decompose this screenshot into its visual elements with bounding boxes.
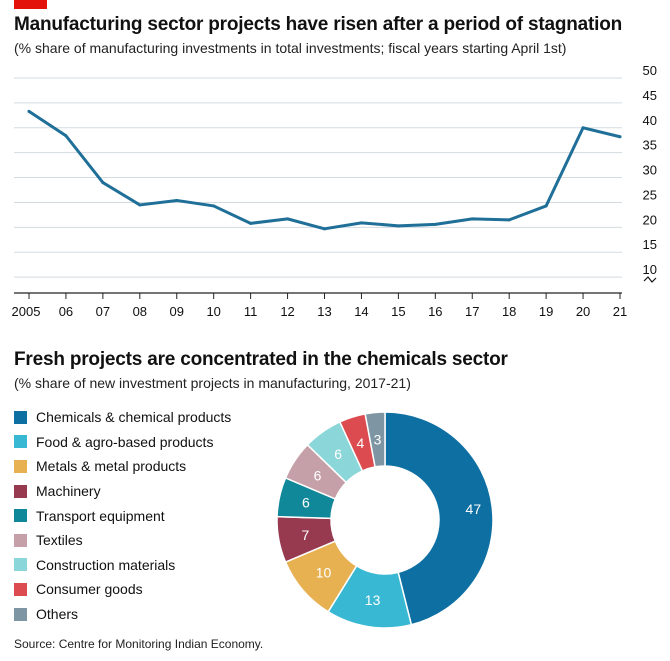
- x-tick-label: 17: [465, 304, 479, 319]
- legend-item: Chemicals & chemical products: [14, 405, 231, 430]
- x-tick-label: 15: [391, 304, 405, 319]
- x-tick-label: 13: [317, 304, 331, 319]
- legend-label: Food & agro-based products: [36, 433, 214, 450]
- donut-chart-subtitle: (% share of new investment projects in m…: [14, 375, 411, 391]
- data-point: [138, 203, 142, 207]
- x-tick-label: 06: [59, 304, 73, 319]
- legend-item: Textiles: [14, 528, 231, 553]
- data-point: [286, 217, 290, 221]
- data-point: [27, 109, 31, 113]
- y-tick-label: 15: [643, 237, 657, 252]
- legend-label: Others: [36, 606, 79, 623]
- line-chart-subtitle: (% share of manufacturing investments in…: [14, 40, 567, 56]
- x-tick-label: 12: [280, 304, 294, 319]
- legend-item: Construction materials: [14, 553, 231, 578]
- x-tick-label: 07: [96, 304, 110, 319]
- legend-swatch: [14, 582, 27, 596]
- x-tick-label: 11: [244, 304, 258, 319]
- data-point: [212, 204, 216, 208]
- y-tick-label: 45: [643, 88, 657, 103]
- y-tick-label: 40: [643, 113, 657, 128]
- x-tick-label: 21: [613, 304, 627, 319]
- x-tick-label: 08: [133, 304, 147, 319]
- legend-swatch: [14, 459, 27, 473]
- legend-item: Transport equipment: [14, 503, 231, 528]
- x-tick-label: 16: [428, 304, 442, 319]
- slice-value-label: 13: [365, 592, 381, 608]
- legend-swatch: [14, 509, 27, 523]
- data-point: [64, 134, 68, 138]
- legend-item: Food & agro-based products: [14, 430, 231, 455]
- x-tick-label: 14: [354, 304, 368, 319]
- slice-value-label: 3: [374, 431, 382, 447]
- data-point: [618, 135, 622, 139]
- legend-swatch: [14, 533, 27, 547]
- legend-label: Metals & metal products: [36, 458, 187, 475]
- data-point: [396, 224, 400, 228]
- slice-value-label: 47: [466, 501, 482, 517]
- y-tick-label: 35: [643, 138, 657, 153]
- legend-swatch: [14, 435, 27, 449]
- donut-slice: [384, 411, 494, 626]
- legend-item: Others: [14, 602, 231, 627]
- donut-slice: [364, 411, 386, 468]
- legend-swatch: [14, 607, 27, 621]
- legend-swatch: [14, 410, 27, 424]
- data-point: [359, 221, 363, 225]
- slice-value-label: 7: [301, 527, 309, 543]
- donut-chart-title: Fresh projects are concentrated in the c…: [14, 349, 508, 370]
- y-tick-label: 25: [643, 187, 657, 202]
- legend-label: Consumer goods: [36, 581, 143, 598]
- legend-item: Metals & metal products: [14, 454, 231, 479]
- legend-swatch: [14, 484, 27, 498]
- legend-item: Consumer goods: [14, 577, 231, 602]
- x-tick-label: 19: [539, 304, 553, 319]
- data-point: [323, 227, 326, 231]
- donut-legend: Chemicals & chemical products Food & agro…: [14, 405, 231, 626]
- legend-item: Machinery: [14, 479, 231, 504]
- legend-label: Textiles: [36, 532, 83, 549]
- slice-value-label: 6: [334, 446, 342, 462]
- data-point: [507, 218, 511, 222]
- legend-label: Construction materials: [36, 556, 176, 573]
- axis-break-mark: [643, 276, 657, 283]
- source-note: Source: Centre for Monitoring Indian Eco…: [14, 637, 264, 651]
- slice-value-label: 6: [302, 495, 310, 511]
- x-tick-label: 09: [170, 304, 184, 319]
- y-tick-label: 20: [643, 212, 657, 227]
- y-tick-label: 10: [643, 262, 657, 277]
- slice-value-label: 10: [316, 565, 332, 581]
- y-tick-label: 30: [643, 163, 657, 178]
- legend-swatch: [14, 558, 27, 572]
- data-point: [175, 198, 179, 202]
- legend-label: Chemicals & chemical products: [36, 409, 232, 426]
- slice-value-label: 6: [314, 467, 322, 483]
- x-tick-label: 20: [576, 304, 590, 319]
- data-point: [249, 221, 253, 225]
- data-point: [581, 126, 585, 130]
- y-tick-label: 50: [643, 63, 657, 78]
- data-point: [101, 181, 105, 185]
- data-point: [470, 217, 474, 221]
- x-tick-label: 2005: [12, 304, 41, 319]
- legend-label: Machinery: [36, 483, 101, 500]
- legend-label: Transport equipment: [36, 507, 165, 524]
- x-tick-label: 18: [502, 304, 516, 319]
- brand-tag: [14, 0, 47, 9]
- line-chart-title: Manufacturing sector projects have risen…: [14, 14, 623, 35]
- data-point: [433, 222, 437, 226]
- data-point: [544, 204, 548, 208]
- slice-value-label: 4: [357, 435, 365, 451]
- x-tick-label: 10: [206, 304, 220, 319]
